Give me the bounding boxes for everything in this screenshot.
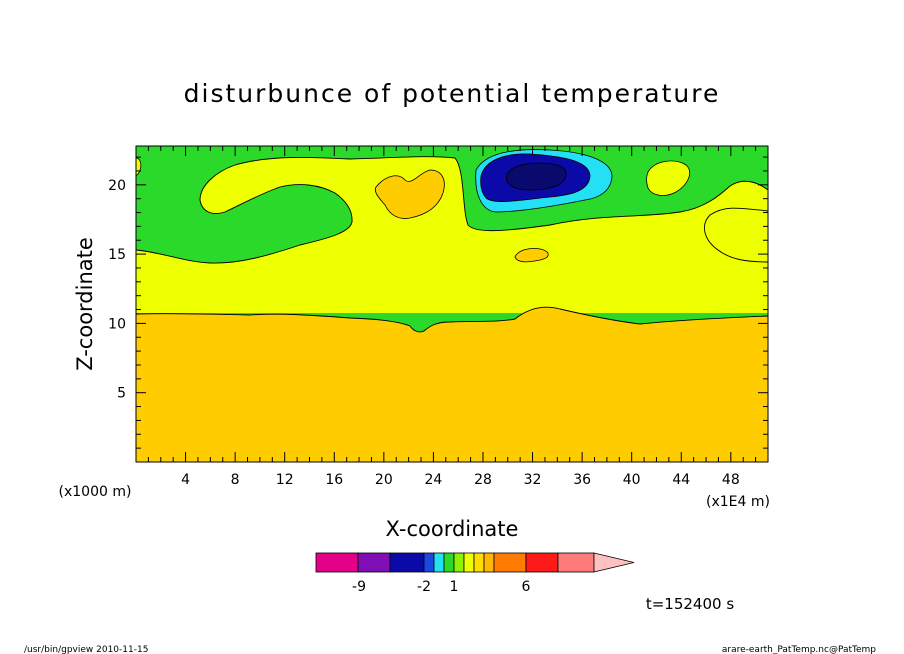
time-label: t=152400 s (646, 595, 734, 613)
contour-line-upper (135, 156, 769, 264)
x-tick-label: 24 (424, 472, 442, 488)
x-tick-label: 20 (375, 472, 393, 488)
colorbar-label: -9 (352, 579, 366, 595)
x-axis-label: X-coordinate (386, 517, 519, 541)
x-tick-label: 40 (623, 472, 641, 488)
colorbar-swatch (443, 552, 455, 573)
contour-line-lower (135, 306, 769, 333)
colorbar-label: 6 (522, 579, 531, 595)
plot-frame (135, 145, 769, 463)
colorbar-swatch (315, 552, 359, 573)
contour-orange-blob-left (374, 169, 445, 219)
contour-yellow-region (136, 156, 768, 313)
footer-right: arare-earth_PatTemp.nc@PatTemp (722, 645, 876, 654)
colorbar-swatch (423, 552, 435, 573)
colorbar-label: -2 (417, 579, 431, 595)
colorbar-swatch (357, 552, 391, 573)
x-tick-label: 44 (672, 472, 690, 488)
contour-darkblue-core (505, 162, 567, 191)
x-tick-label: 32 (524, 472, 542, 488)
y-tick-label: 5 (117, 386, 126, 402)
y-tick-label: 15 (108, 247, 126, 263)
colorbar-swatch (433, 552, 445, 573)
y-tick-label: 20 (108, 178, 126, 194)
colorbar-swatch (463, 552, 475, 573)
contour-line-right (703, 207, 769, 263)
colorbar-swatch (493, 552, 527, 573)
colorbar-arrow (593, 552, 635, 573)
footer-left: /usr/bin/gpview 2010-11-15 (24, 645, 148, 654)
x-tick-label: 4 (181, 472, 190, 488)
x-tick-label: 28 (474, 472, 492, 488)
colorbar-label: 1 (450, 579, 459, 595)
colorbar-swatch (557, 552, 595, 573)
x-tick-label: 48 (722, 472, 740, 488)
colorbar-swatch (453, 552, 465, 573)
chart-title: disturbunce of potential temperature (184, 79, 721, 108)
colorbar-swatch (525, 552, 559, 573)
x-tick-label: 16 (325, 472, 343, 488)
x-unit-note: (x1E4 m) (706, 494, 770, 510)
contour-orange-blob-small (514, 248, 549, 263)
x-tick-label: 12 (276, 472, 294, 488)
colorbar-swatch (483, 552, 495, 573)
colorbar: -9 -2 1 6 (315, 552, 635, 595)
contour-yellow-blob-right (646, 160, 690, 196)
contour-field (135, 145, 769, 463)
colorbar-swatch (389, 552, 425, 573)
x-tick-label: 36 (573, 472, 591, 488)
colorbar-swatch (473, 552, 485, 573)
y-axis-label: Z-coordinate (73, 237, 97, 371)
y-tick-label: 10 (108, 316, 126, 332)
x-tick-label: 8 (231, 472, 240, 488)
y-unit-note: (x1000 m) (59, 484, 132, 500)
contour-orange-lower (136, 307, 768, 462)
